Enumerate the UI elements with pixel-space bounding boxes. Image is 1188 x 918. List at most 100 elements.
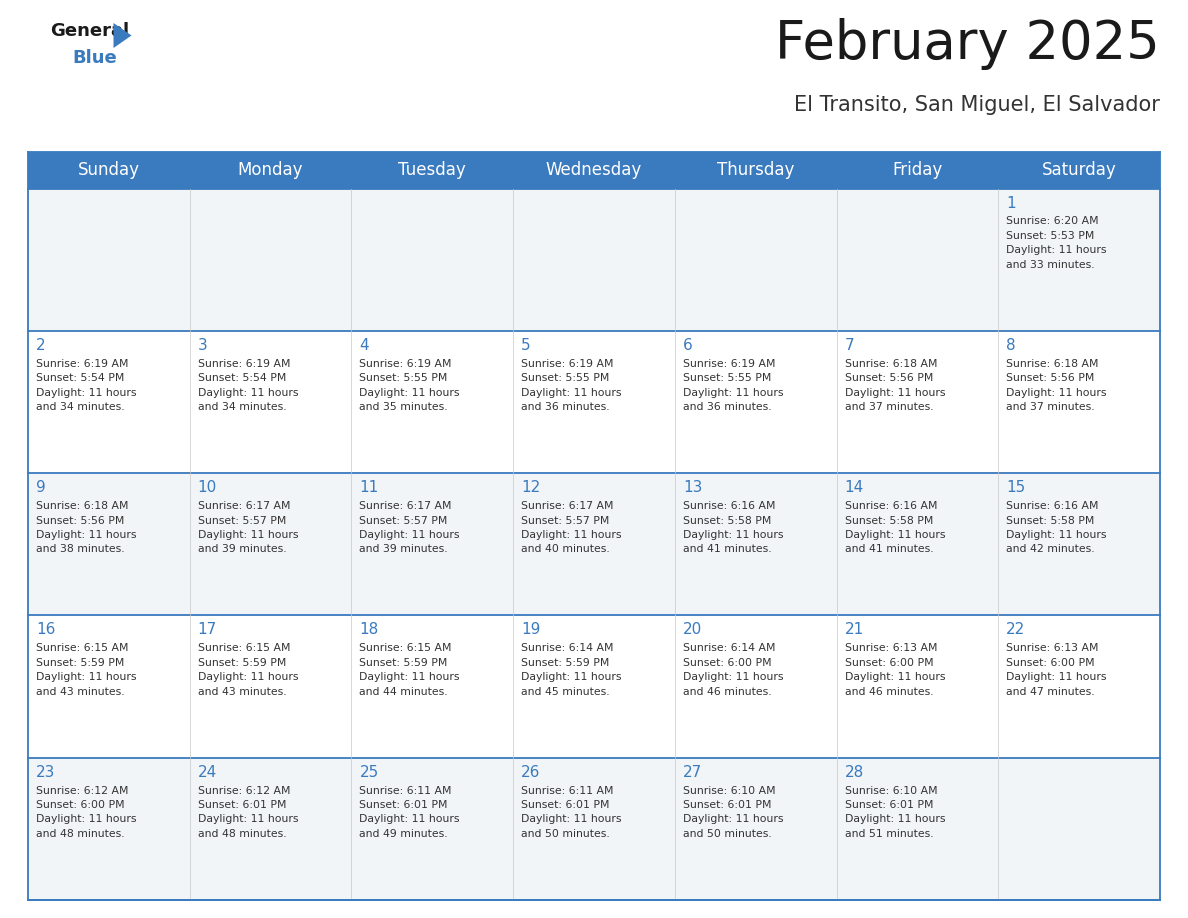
- Text: Sunrise: 6:11 AM
Sunset: 6:01 PM
Daylight: 11 hours
and 49 minutes.: Sunrise: 6:11 AM Sunset: 6:01 PM Dayligh…: [360, 786, 460, 839]
- Bar: [675, 615, 836, 757]
- Text: 13: 13: [683, 480, 702, 495]
- Text: Sunrise: 6:10 AM
Sunset: 6:01 PM
Daylight: 11 hours
and 51 minutes.: Sunrise: 6:10 AM Sunset: 6:01 PM Dayligh…: [845, 786, 946, 839]
- Bar: [675, 473, 836, 615]
- Text: Sunrise: 6:19 AM
Sunset: 5:54 PM
Daylight: 11 hours
and 34 minutes.: Sunrise: 6:19 AM Sunset: 5:54 PM Dayligh…: [36, 359, 137, 412]
- Bar: [352, 188, 513, 330]
- Text: 27: 27: [683, 765, 702, 779]
- Text: Sunrise: 6:14 AM
Sunset: 6:00 PM
Daylight: 11 hours
and 46 minutes.: Sunrise: 6:14 AM Sunset: 6:00 PM Dayligh…: [683, 644, 783, 697]
- Text: Sunrise: 6:11 AM
Sunset: 6:01 PM
Daylight: 11 hours
and 50 minutes.: Sunrise: 6:11 AM Sunset: 6:01 PM Dayligh…: [522, 786, 621, 839]
- Polygon shape: [114, 23, 132, 48]
- Text: Sunrise: 6:20 AM
Sunset: 5:53 PM
Daylight: 11 hours
and 33 minutes.: Sunrise: 6:20 AM Sunset: 5:53 PM Dayligh…: [1006, 217, 1107, 270]
- Text: 9: 9: [36, 480, 46, 495]
- Text: 26: 26: [522, 765, 541, 779]
- Text: 19: 19: [522, 622, 541, 637]
- Text: Sunrise: 6:15 AM
Sunset: 5:59 PM
Daylight: 11 hours
and 43 minutes.: Sunrise: 6:15 AM Sunset: 5:59 PM Dayligh…: [197, 644, 298, 697]
- Text: 28: 28: [845, 765, 864, 779]
- Text: Saturday: Saturday: [1042, 162, 1117, 179]
- Text: Sunrise: 6:17 AM
Sunset: 5:57 PM
Daylight: 11 hours
and 39 minutes.: Sunrise: 6:17 AM Sunset: 5:57 PM Dayligh…: [360, 501, 460, 554]
- Text: 4: 4: [360, 338, 369, 353]
- Text: Sunrise: 6:12 AM
Sunset: 6:00 PM
Daylight: 11 hours
and 48 minutes.: Sunrise: 6:12 AM Sunset: 6:00 PM Dayligh…: [36, 786, 137, 839]
- Text: Monday: Monday: [238, 162, 303, 179]
- Bar: [29, 330, 190, 473]
- Bar: [190, 188, 352, 330]
- Bar: [998, 188, 1159, 330]
- Text: Sunrise: 6:16 AM
Sunset: 5:58 PM
Daylight: 11 hours
and 42 minutes.: Sunrise: 6:16 AM Sunset: 5:58 PM Dayligh…: [1006, 501, 1107, 554]
- Text: Blue: Blue: [72, 49, 116, 67]
- Text: 11: 11: [360, 480, 379, 495]
- Bar: [29, 615, 190, 757]
- Bar: [836, 188, 998, 330]
- Text: Sunrise: 6:19 AM
Sunset: 5:55 PM
Daylight: 11 hours
and 36 minutes.: Sunrise: 6:19 AM Sunset: 5:55 PM Dayligh…: [522, 359, 621, 412]
- Bar: [190, 615, 352, 757]
- Text: Sunrise: 6:18 AM
Sunset: 5:56 PM
Daylight: 11 hours
and 38 minutes.: Sunrise: 6:18 AM Sunset: 5:56 PM Dayligh…: [36, 501, 137, 554]
- Text: 3: 3: [197, 338, 208, 353]
- Text: Sunrise: 6:19 AM
Sunset: 5:55 PM
Daylight: 11 hours
and 35 minutes.: Sunrise: 6:19 AM Sunset: 5:55 PM Dayligh…: [360, 359, 460, 412]
- Text: El Transito, San Miguel, El Salvador: El Transito, San Miguel, El Salvador: [794, 95, 1159, 115]
- Bar: [190, 473, 352, 615]
- Bar: [675, 757, 836, 900]
- Bar: [513, 615, 675, 757]
- Text: Sunrise: 6:17 AM
Sunset: 5:57 PM
Daylight: 11 hours
and 39 minutes.: Sunrise: 6:17 AM Sunset: 5:57 PM Dayligh…: [197, 501, 298, 554]
- Bar: [513, 757, 675, 900]
- Bar: [513, 188, 675, 330]
- Bar: [352, 330, 513, 473]
- Text: Sunrise: 6:18 AM
Sunset: 5:56 PM
Daylight: 11 hours
and 37 minutes.: Sunrise: 6:18 AM Sunset: 5:56 PM Dayligh…: [1006, 359, 1107, 412]
- Bar: [352, 615, 513, 757]
- Text: 15: 15: [1006, 480, 1025, 495]
- Text: Sunday: Sunday: [78, 162, 140, 179]
- Text: Sunrise: 6:16 AM
Sunset: 5:58 PM
Daylight: 11 hours
and 41 minutes.: Sunrise: 6:16 AM Sunset: 5:58 PM Dayligh…: [683, 501, 783, 554]
- Bar: [29, 473, 190, 615]
- Text: Tuesday: Tuesday: [398, 162, 466, 179]
- Text: 23: 23: [36, 765, 56, 779]
- Bar: [190, 757, 352, 900]
- Text: 1: 1: [1006, 196, 1016, 210]
- Text: Sunrise: 6:16 AM
Sunset: 5:58 PM
Daylight: 11 hours
and 41 minutes.: Sunrise: 6:16 AM Sunset: 5:58 PM Dayligh…: [845, 501, 946, 554]
- Text: 22: 22: [1006, 622, 1025, 637]
- Text: Sunrise: 6:12 AM
Sunset: 6:01 PM
Daylight: 11 hours
and 48 minutes.: Sunrise: 6:12 AM Sunset: 6:01 PM Dayligh…: [197, 786, 298, 839]
- Text: 10: 10: [197, 480, 217, 495]
- Text: Sunrise: 6:19 AM
Sunset: 5:54 PM
Daylight: 11 hours
and 34 minutes.: Sunrise: 6:19 AM Sunset: 5:54 PM Dayligh…: [197, 359, 298, 412]
- Bar: [513, 330, 675, 473]
- Bar: [836, 473, 998, 615]
- Bar: [352, 473, 513, 615]
- Text: Sunrise: 6:19 AM
Sunset: 5:55 PM
Daylight: 11 hours
and 36 minutes.: Sunrise: 6:19 AM Sunset: 5:55 PM Dayligh…: [683, 359, 783, 412]
- Bar: [998, 615, 1159, 757]
- Text: February 2025: February 2025: [776, 18, 1159, 70]
- Bar: [836, 330, 998, 473]
- Text: Sunrise: 6:15 AM
Sunset: 5:59 PM
Daylight: 11 hours
and 44 minutes.: Sunrise: 6:15 AM Sunset: 5:59 PM Dayligh…: [360, 644, 460, 697]
- Text: Sunrise: 6:13 AM
Sunset: 6:00 PM
Daylight: 11 hours
and 46 minutes.: Sunrise: 6:13 AM Sunset: 6:00 PM Dayligh…: [845, 644, 946, 697]
- Text: 21: 21: [845, 622, 864, 637]
- Bar: [675, 330, 836, 473]
- Text: General: General: [50, 22, 129, 40]
- Bar: [675, 188, 836, 330]
- Text: Thursday: Thursday: [718, 162, 795, 179]
- Text: Sunrise: 6:18 AM
Sunset: 5:56 PM
Daylight: 11 hours
and 37 minutes.: Sunrise: 6:18 AM Sunset: 5:56 PM Dayligh…: [845, 359, 946, 412]
- Text: 5: 5: [522, 338, 531, 353]
- Bar: [836, 615, 998, 757]
- Text: 18: 18: [360, 622, 379, 637]
- Bar: [998, 473, 1159, 615]
- Text: Sunrise: 6:14 AM
Sunset: 5:59 PM
Daylight: 11 hours
and 45 minutes.: Sunrise: 6:14 AM Sunset: 5:59 PM Dayligh…: [522, 644, 621, 697]
- Bar: [998, 757, 1159, 900]
- Text: 17: 17: [197, 622, 217, 637]
- Text: Friday: Friday: [892, 162, 942, 179]
- Text: Wednesday: Wednesday: [545, 162, 643, 179]
- Text: 25: 25: [360, 765, 379, 779]
- Text: Sunrise: 6:15 AM
Sunset: 5:59 PM
Daylight: 11 hours
and 43 minutes.: Sunrise: 6:15 AM Sunset: 5:59 PM Dayligh…: [36, 644, 137, 697]
- Text: 16: 16: [36, 622, 56, 637]
- Text: 24: 24: [197, 765, 217, 779]
- Bar: [352, 757, 513, 900]
- Text: Sunrise: 6:10 AM
Sunset: 6:01 PM
Daylight: 11 hours
and 50 minutes.: Sunrise: 6:10 AM Sunset: 6:01 PM Dayligh…: [683, 786, 783, 839]
- Text: Sunrise: 6:13 AM
Sunset: 6:00 PM
Daylight: 11 hours
and 47 minutes.: Sunrise: 6:13 AM Sunset: 6:00 PM Dayligh…: [1006, 644, 1107, 697]
- Text: 20: 20: [683, 622, 702, 637]
- Bar: [29, 152, 1159, 188]
- Text: 2: 2: [36, 338, 45, 353]
- Text: 7: 7: [845, 338, 854, 353]
- Bar: [29, 757, 190, 900]
- Bar: [513, 473, 675, 615]
- Text: 6: 6: [683, 338, 693, 353]
- Bar: [998, 330, 1159, 473]
- Bar: [29, 188, 190, 330]
- Bar: [190, 330, 352, 473]
- Text: 12: 12: [522, 480, 541, 495]
